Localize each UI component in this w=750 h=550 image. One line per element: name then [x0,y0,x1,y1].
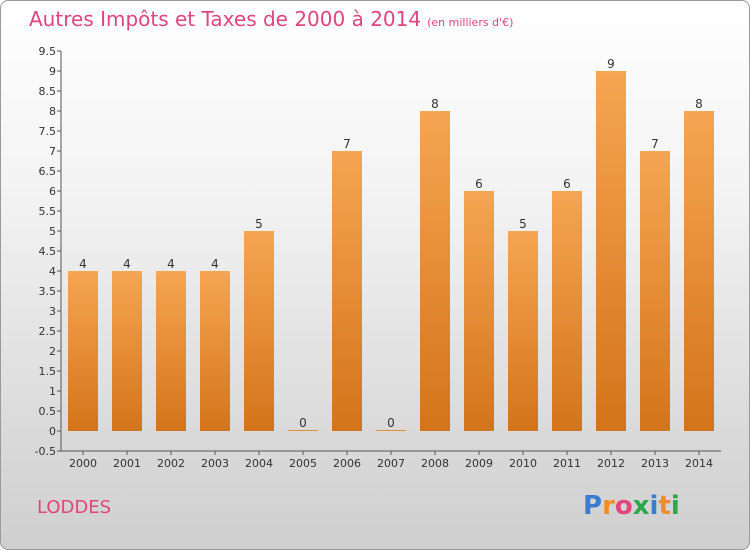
bar-2010 [508,231,538,431]
y-tick-label: 0.5 [39,405,57,418]
x-tick-label: 2006 [333,457,361,470]
bars [68,71,714,431]
data-label-2002: 4 [167,257,175,271]
y-tick-label: 5.5 [39,205,57,218]
data-label-2001: 4 [123,257,131,271]
logo-letter: P [583,491,603,521]
y-tick-label: 9.5 [39,45,57,58]
bar-2006 [332,151,362,431]
logo-letter: t [658,491,671,521]
x-tick-label: 2005 [289,457,317,470]
x-tick-label: 2008 [421,457,449,470]
x-tick-label: 2001 [113,457,141,470]
bar-2002 [156,271,186,431]
data-label-2012: 9 [607,57,615,71]
bar-2001 [112,271,142,431]
data-label-2013: 7 [651,137,659,151]
y-tick-label: 7.5 [39,125,57,138]
logo-letter: i [670,491,680,521]
y-tick-label: 0 [49,425,56,438]
y-tick-label: 7 [49,145,56,158]
y-tick-label: 3 [49,305,56,318]
bar-2008 [420,111,450,431]
chart-title-text: Autres Impôts et Taxes de 2000 à 2014 [29,7,422,31]
bar-2014 [684,111,714,431]
y-tick-label: 4.5 [39,245,57,258]
bar-2013 [640,151,670,431]
bar-2004 [244,231,274,431]
x-tick-label: 2004 [245,457,273,470]
y-tick-label: 8.5 [39,85,57,98]
data-label-2000: 4 [79,257,87,271]
axes: -0.5 0 0.5 1 1.5 2 2.5 3 3.5 4 4.5 5 5.5 6 6.5 7 7.5 8 8.5… [35,45,721,470]
y-tick-label: 8 [49,105,56,118]
logo-letter: r [602,491,615,521]
y-tick-label: -0.5 [35,445,56,458]
data-labels: 4 4 4 4 5 0 7 0 8 6 5 6 9 7 8 [79,57,703,430]
y-tick-label: 1.5 [39,365,57,378]
logo-letter: x [632,491,650,521]
x-tick-label: 2014 [685,457,713,470]
data-label-2005: 0 [299,416,307,430]
x-tick-label: 2007 [377,457,405,470]
bar-2003 [200,271,230,431]
y-tick-label: 6 [49,185,56,198]
x-tick-label: 2002 [157,457,185,470]
y-tick-label: 5 [49,225,56,238]
y-tick-label: 2.5 [39,325,57,338]
chart-unit: (en milliers d'€) [427,16,514,29]
bar-2012 [596,71,626,431]
y-tick-label: 1 [49,385,56,398]
location-label: LODDES [37,497,112,518]
data-label-2004: 5 [255,217,263,231]
data-label-2009: 6 [475,177,483,191]
proxiti-logo: Proxiti [583,491,680,521]
bar-2000 [68,271,98,431]
bar-2007 [376,430,406,431]
data-label-2006: 7 [343,137,351,151]
chart-title: Autres Impôts et Taxes de 2000 à 2014 (en… [29,7,513,31]
y-tick-label: 4 [49,265,56,278]
data-label-2007: 0 [387,416,395,430]
x-tick-label: 2009 [465,457,493,470]
data-label-2011: 6 [563,177,571,191]
data-label-2014: 8 [695,97,703,111]
y-tick-label: 3.5 [39,285,57,298]
x-tick-label: 2012 [597,457,625,470]
bar-2011 [552,191,582,431]
data-label-2008: 8 [431,97,439,111]
x-tick-label: 2013 [641,457,669,470]
y-tick-label: 9 [49,65,56,78]
x-tick-label: 2003 [201,457,229,470]
x-tick-label: 2011 [553,457,581,470]
x-tick-label: 2000 [69,457,97,470]
data-label-2003: 4 [211,257,219,271]
logo-letter: i [649,491,659,521]
y-tick-label: 2 [49,345,56,358]
y-tick-label: 6.5 [39,165,57,178]
logo-letter: o [614,491,633,521]
data-label-2010: 5 [519,217,527,231]
x-tick-label: 2010 [509,457,537,470]
bar-2005 [288,430,318,431]
bar-2009 [464,191,494,431]
